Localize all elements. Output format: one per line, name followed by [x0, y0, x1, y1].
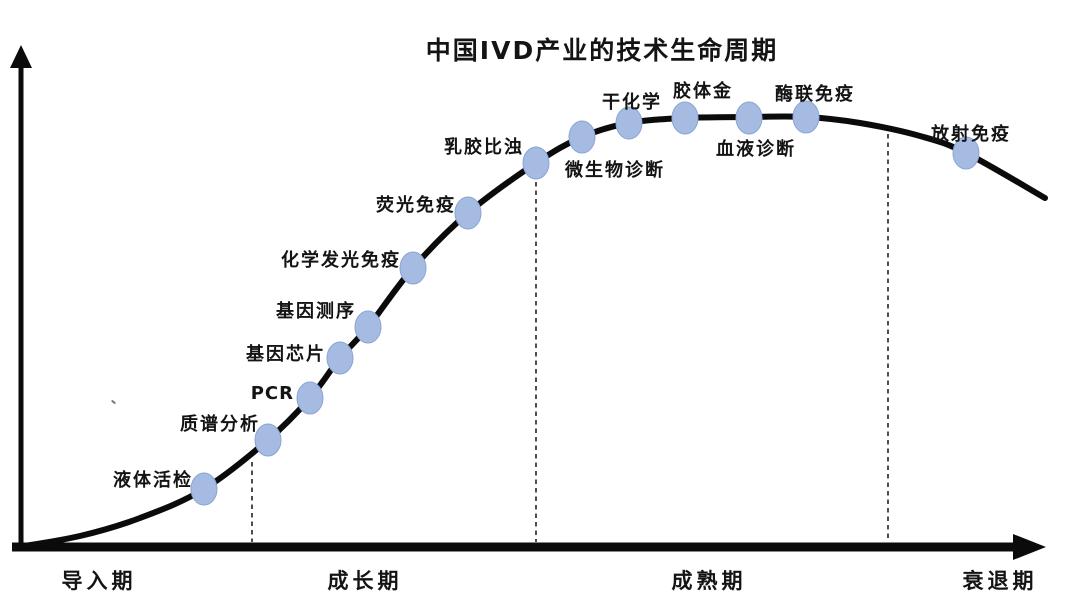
chart-title: 中国IVD产业的技术生命周期 — [425, 36, 779, 65]
point-label-1: 液体活检 — [113, 469, 193, 491]
point-4 — [326, 341, 354, 375]
point-label-3: PCR — [251, 383, 294, 404]
point-label-10: 干化学 — [602, 91, 662, 113]
point-label-5: 基因测序 — [275, 300, 356, 322]
point-label-2: 质谱分析 — [180, 413, 260, 435]
point-label-11: 胶体金 — [673, 80, 733, 102]
point-13 — [792, 100, 820, 134]
point-9 — [568, 120, 596, 154]
stage-label-2: 成长期 — [328, 569, 403, 593]
point-5 — [354, 310, 382, 344]
point-12 — [735, 101, 763, 135]
point-3 — [296, 381, 324, 415]
point-7 — [454, 196, 482, 230]
x-axis-arrow-icon — [1013, 534, 1046, 560]
point-label-4: 基因芯片 — [245, 343, 326, 365]
point-6 — [399, 251, 427, 285]
point-label-8: 乳胶比浊 — [444, 136, 524, 158]
point-label-14: 放射免疫 — [930, 123, 1011, 145]
point-14 — [952, 136, 980, 170]
stage-label-4: 衰退期 — [963, 569, 1038, 593]
stage-label-3: 成熟期 — [672, 569, 747, 593]
y-axis-arrow-icon — [10, 45, 32, 68]
point-11 — [671, 101, 699, 135]
point-label-7: 荧光免疫 — [376, 194, 456, 216]
point-2 — [254, 423, 282, 457]
point-label-9: 微生物诊断 — [564, 159, 665, 181]
point-10 — [615, 106, 643, 140]
point-label-12: 血液诊断 — [716, 138, 796, 160]
point-1 — [190, 472, 218, 506]
point-label-13: 酶联免疫 — [775, 83, 855, 105]
stage-label-1: 导入期 — [62, 569, 137, 593]
point-8 — [522, 146, 550, 180]
point-label-6: 化学发光免疫 — [281, 249, 401, 271]
